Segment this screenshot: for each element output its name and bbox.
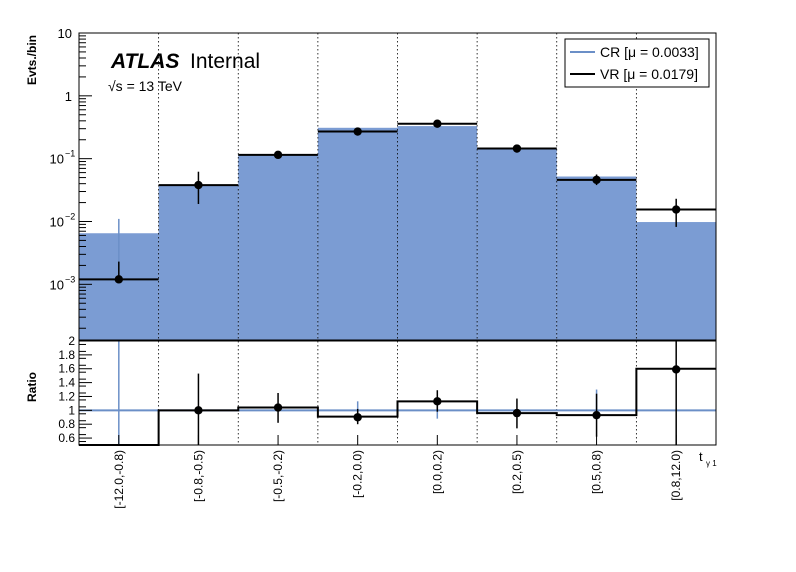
ratio-pad: 0.60.811.21.41.61.82 [-12.0,-0.8) [-0.8,-… [25, 334, 717, 509]
y-tick-label-2: 10 [50, 152, 64, 167]
x-tick-label-7: [0.8,12.0) [669, 450, 683, 501]
legend-vr-label: VR [μ = 0.0179] [600, 66, 698, 82]
x-tick-label-3: [-0.2,0.0) [351, 450, 365, 498]
ratio-point-5 [512, 408, 522, 418]
x-tick-label-1: [-0.8,-0.5) [191, 450, 205, 502]
x-tick-label-4: [0.0,0.2) [430, 450, 444, 494]
legend-cr-label: CR [μ = 0.0033] [600, 44, 699, 60]
cr-histogram [79, 126, 716, 340]
cr-bar-5 [477, 149, 557, 340]
cr-bar-1 [158, 185, 239, 340]
x-tick-label-5: [0.2,0.5) [510, 450, 524, 494]
ratio-tick-label-2: 1 [68, 403, 75, 417]
ratio-tick-label-1: 0.8 [58, 417, 75, 431]
vr-point-5 [512, 144, 522, 153]
y-tick-label-4: 10 [58, 26, 72, 41]
y-tick-exponent-2: −1 [65, 149, 75, 159]
ratio-y-axis-label: Ratio [25, 372, 39, 402]
ratio-tick-label-4: 1.4 [58, 376, 75, 390]
ratio-point-3 [353, 413, 362, 422]
y-tick-exponent-1: −2 [65, 211, 75, 221]
ratio-tick-label-7: 2 [68, 334, 75, 348]
vr-point-6 [592, 175, 601, 185]
ratio-tick-label-5: 1.6 [58, 362, 75, 376]
cr-bar-6 [556, 176, 637, 340]
experiment-label: ATLAS [110, 50, 179, 73]
ratio-y-axis-ticks: 0.60.811.21.41.61.82 [58, 334, 92, 445]
cr-bar-2 [238, 154, 318, 340]
ratio-point-4 [433, 397, 442, 406]
ratio-point-6 [592, 410, 601, 420]
vr-point-7 [671, 205, 681, 214]
ratio-tick-label-0: 0.6 [58, 431, 75, 445]
y-tick-label-3: 1 [65, 89, 72, 104]
energy-label: √s = 13 TeV [108, 78, 183, 94]
ratio-point-7 [671, 365, 681, 374]
y-axis-label: Evts./bin [25, 35, 39, 85]
ratio-tick-label-6: 1.8 [58, 348, 75, 362]
cr-bar-3 [317, 127, 398, 340]
vr-point-4 [433, 119, 442, 128]
y-tick-label-0: 10 [50, 277, 64, 292]
vr-point-0 [114, 275, 124, 284]
upper-frame [78, 32, 717, 341]
x-tick-label-0: [-12.0,-0.8) [112, 450, 126, 509]
ratio-point-2 [273, 403, 283, 412]
x-axis-label: t [699, 449, 703, 464]
ratio-bin-boundary-lines [158, 341, 637, 445]
y-tick-label-1: 10 [50, 214, 64, 229]
x-axis-ticks: [-12.0,-0.8) [-0.8,-0.5) [-0.5,-0.2) [-0.2,… [112, 435, 683, 509]
vr-point-2 [273, 150, 283, 160]
cr-bar-7 [636, 222, 716, 340]
vr-points [114, 119, 681, 284]
x-tick-label-6: [0.5,0.8) [590, 450, 604, 494]
ratio-point-1 [194, 406, 203, 415]
status-label: Internal [190, 50, 260, 73]
ratio-tick-label-3: 1.2 [58, 389, 75, 403]
ratio-points [194, 341, 681, 445]
legend-box [564, 38, 710, 88]
y-tick-exponent-0: −3 [65, 274, 75, 284]
legend: CR [μ = 0.0033] VR [μ = 0.0179] [564, 38, 710, 88]
vr-point-3 [353, 127, 362, 136]
vr-point-1 [194, 180, 203, 190]
x-tick-label-2: [-0.5,-0.2) [271, 450, 285, 502]
x-axis-label-subscript: γ 1 [706, 459, 717, 468]
cr-bar-4 [397, 126, 478, 340]
